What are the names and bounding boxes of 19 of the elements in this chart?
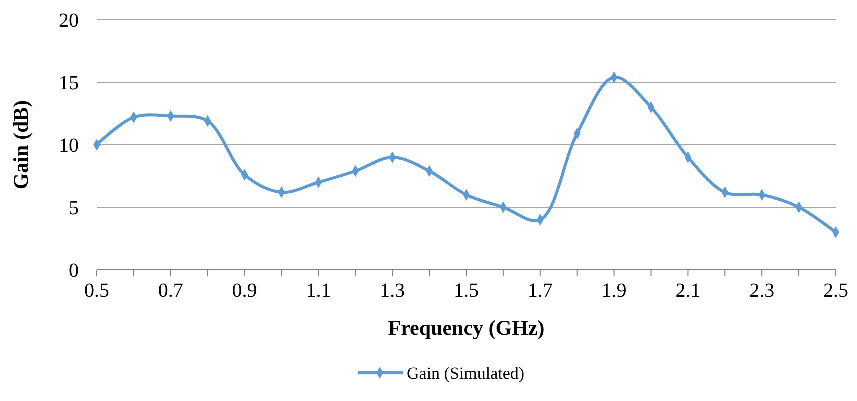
y-tick-label: 5 xyxy=(69,198,79,220)
x-tick-label: 2.3 xyxy=(750,280,775,302)
x-tick-label: 0.9 xyxy=(232,280,258,302)
y-tick-label: 15 xyxy=(59,72,79,94)
x-tick-label: 1.9 xyxy=(602,280,627,302)
x-tick-label: 2.5 xyxy=(824,280,848,302)
y-tick-label: 10 xyxy=(59,135,79,157)
y-tick-label: 20 xyxy=(59,10,79,32)
y-tick-label: 0 xyxy=(69,260,79,282)
x-axis-title: Frequency (GHz) xyxy=(388,316,545,340)
x-tick-label: 0.7 xyxy=(158,280,184,302)
x-tick-label: 2.1 xyxy=(676,280,701,302)
x-tick-label: 1.3 xyxy=(380,280,406,302)
legend-label: Gain (Simulated) xyxy=(407,364,525,383)
y-axis-title: Gain (dB) xyxy=(9,100,33,190)
x-tick-label: 1.7 xyxy=(528,280,553,302)
x-tick-label: 1.1 xyxy=(306,280,332,302)
x-tick-label: 0.5 xyxy=(84,280,110,302)
x-tick-label: 1.5 xyxy=(454,280,479,302)
